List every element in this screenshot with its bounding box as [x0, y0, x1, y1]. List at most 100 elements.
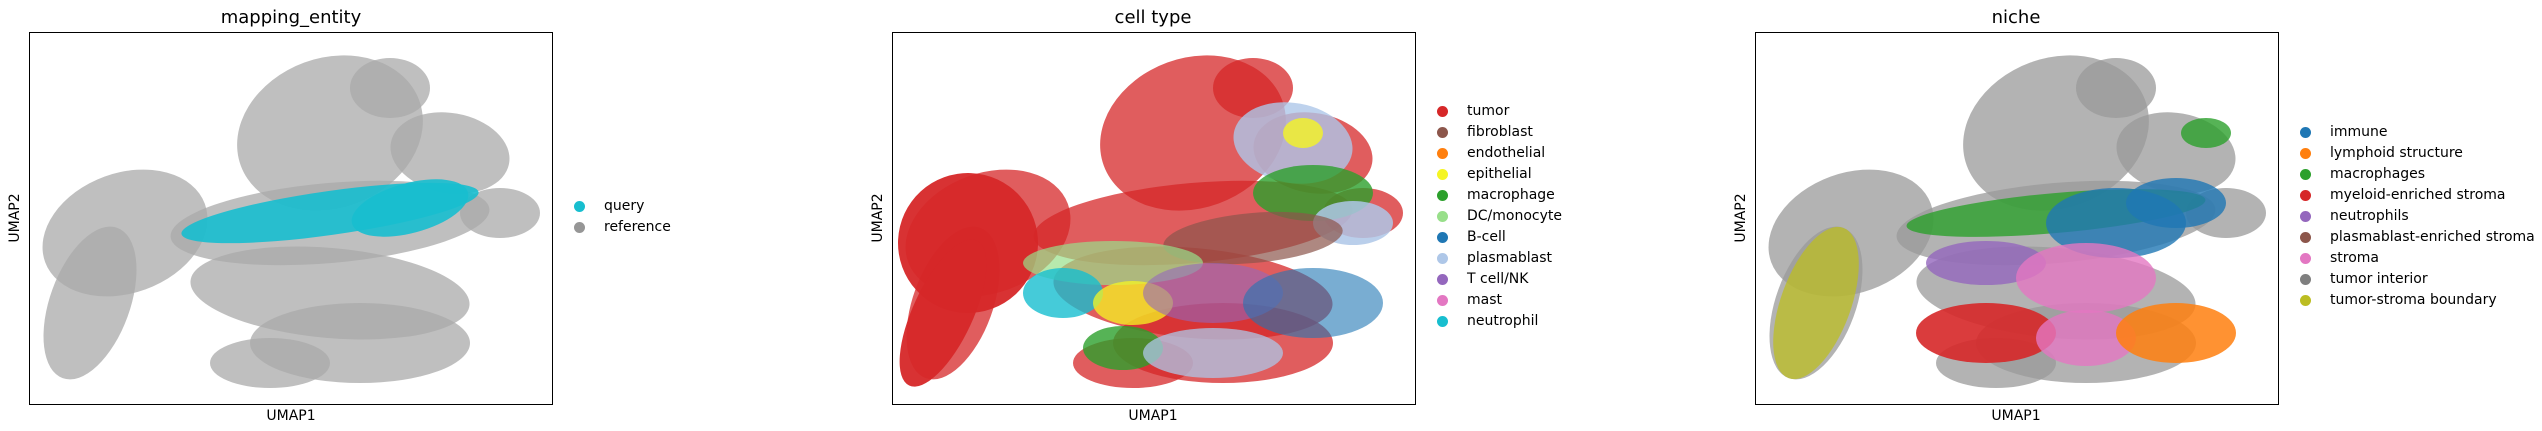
legend-label: immune	[2330, 124, 2388, 140]
legend-marker	[2300, 231, 2311, 243]
legend-marker	[1437, 315, 1448, 327]
legend-marker	[2300, 210, 2311, 222]
legend-label: endothelial	[1467, 145, 1546, 161]
legend-item: immune	[2300, 122, 2388, 142]
legend-item: tumor-stroma boundary	[2300, 290, 2497, 310]
legend-item: plasmablast-enriched stroma	[2300, 227, 2535, 247]
legend-marker	[1437, 126, 1448, 138]
legend-label: reference	[604, 219, 671, 235]
x-axis-label: UMAP1	[266, 408, 316, 424]
series-b-cell	[1243, 268, 1383, 338]
legend-item: DC/monocyte	[1437, 206, 1562, 226]
legend-label: T cell/NK	[1467, 271, 1529, 287]
legend-marker	[1437, 273, 1448, 285]
series-stroma	[2036, 310, 2136, 366]
series-myeloid-enriched-stroma	[1916, 303, 2056, 363]
point-cloud	[350, 58, 430, 118]
umap-scatter	[42, 55, 540, 388]
umap-scatter	[1768, 55, 2266, 388]
legend-label: macrophages	[2330, 166, 2426, 182]
legend-label: tumor-stroma boundary	[2330, 292, 2497, 308]
legend-item: endothelial	[1437, 143, 1545, 163]
series-lymphoid-structure	[2116, 303, 2236, 363]
legend-item: macrophage	[1437, 185, 1555, 205]
legend-item: B-cell	[1437, 227, 1506, 247]
series-macrophage	[1083, 326, 1163, 370]
series-stroma	[2016, 243, 2156, 313]
legend-label: fibroblast	[1467, 124, 1533, 140]
legend-marker	[1437, 189, 1448, 201]
legend-marker	[2300, 147, 2311, 159]
legend-marker	[1437, 294, 1448, 306]
y-axis-label: UMAP2	[1733, 193, 1749, 243]
legend-item: mast	[1437, 290, 1502, 310]
plot-area	[892, 32, 1416, 405]
legend-item: lymphoid structure	[2300, 143, 2463, 163]
legend-marker	[2300, 294, 2311, 306]
point-cloud	[2076, 58, 2156, 118]
legend-item: plasmablast	[1437, 248, 1552, 268]
point-cloud	[210, 338, 330, 388]
legend-item: reference	[574, 217, 671, 237]
chart-title: niche	[1991, 7, 2041, 28]
series-macrophages	[2181, 118, 2231, 148]
series-plasmablast	[1143, 328, 1283, 378]
series-tumor	[899, 239, 987, 387]
legend-label: plasmablast	[1467, 250, 1553, 266]
legend-marker	[574, 221, 585, 233]
legend-item: macrophages	[2300, 164, 2425, 184]
series-neutrophils	[1926, 241, 2046, 285]
series-epithelial	[1283, 118, 1323, 148]
legend-label: query	[604, 198, 645, 214]
legend-marker	[2300, 252, 2311, 264]
legend-marker	[2300, 273, 2311, 285]
legend-label: macrophage	[1467, 187, 1555, 203]
point-cloud	[1213, 58, 1293, 118]
legend-marker	[1437, 231, 1448, 243]
legend-marker	[1437, 210, 1448, 222]
legend-label: tumor interior	[2330, 271, 2428, 287]
point-cloud	[43, 226, 137, 380]
legend-label: neutrophils	[2330, 208, 2409, 224]
legend-marker	[1437, 147, 1448, 159]
legend-label: mast	[1467, 292, 1502, 308]
legend-label: B-cell	[1467, 229, 1506, 245]
legend-item: tumor	[1437, 101, 1509, 121]
legend-marker	[2300, 189, 2311, 201]
legend-marker	[1437, 252, 1448, 264]
legend-label: DC/monocyte	[1467, 208, 1562, 224]
legend-label: epithelial	[1467, 166, 1532, 182]
legend-marker	[2300, 126, 2311, 138]
legend-item: stroma	[2300, 248, 2379, 268]
legend-item: myeloid-enriched stroma	[2300, 185, 2506, 205]
legend-marker	[1437, 105, 1448, 117]
legend-item: neutrophils	[2300, 206, 2409, 226]
plot-area	[29, 32, 553, 405]
series-query	[351, 179, 469, 237]
series-tumor-stroma-boundary	[1773, 226, 1859, 380]
legend-item: T cell/NK	[1437, 269, 1528, 289]
legend-item: tumor interior	[2300, 269, 2428, 289]
series-neutrophil	[1023, 268, 1103, 318]
legend-label: neutrophil	[1467, 313, 1539, 329]
legend-marker	[574, 200, 585, 212]
legend-marker	[2300, 168, 2311, 180]
plot-area	[1755, 32, 2279, 405]
legend-item: fibroblast	[1437, 122, 1533, 142]
panel-cell-type: cell type UMAP1 UMAP2 tumor fibroblast end…	[870, 7, 1562, 424]
legend-label: myeloid-enriched stroma	[2330, 187, 2506, 203]
chart-title: cell type	[1114, 7, 1192, 28]
chart-title: mapping_entity	[220, 7, 362, 28]
legend-marker	[1437, 168, 1448, 180]
x-axis-label: UMAP1	[1991, 408, 2041, 424]
x-axis-label: UMAP1	[1128, 408, 1178, 424]
legend-label: plasmablast-enriched stroma	[2330, 229, 2535, 245]
legend-label: stroma	[2330, 250, 2380, 266]
panel-mapping-entity: mapping_entity UMAP1 UMAP2 query referenc…	[0, 0, 800, 431]
series-immune	[2126, 178, 2226, 228]
legend-label: tumor	[1467, 103, 1510, 119]
legend-label: lymphoid structure	[2330, 145, 2463, 161]
point-cloud	[390, 112, 510, 194]
legend-item: neutrophil	[1437, 311, 1538, 331]
